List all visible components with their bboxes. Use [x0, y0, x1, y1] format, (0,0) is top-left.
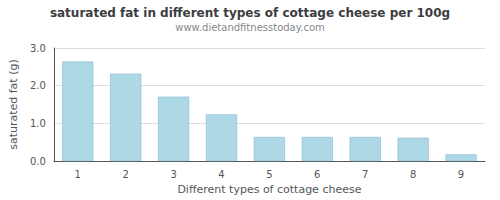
svg-text:1: 1 — [75, 169, 81, 180]
svg-text:saturated fat (g): saturated fat (g) — [7, 59, 20, 150]
svg-text:www.dietandfitnesstoday.com: www.dietandfitnesstoday.com — [175, 22, 324, 33]
svg-text:4: 4 — [218, 169, 224, 180]
svg-text:1.0: 1.0 — [30, 118, 46, 129]
svg-text:8: 8 — [410, 169, 416, 180]
svg-text:Different types of cottage che: Different types of cottage cheese — [177, 183, 361, 196]
svg-text:2.0: 2.0 — [30, 80, 46, 91]
svg-text:7: 7 — [362, 169, 368, 180]
svg-text:5: 5 — [266, 169, 272, 180]
svg-text:6: 6 — [314, 169, 320, 180]
svg-text:3.0: 3.0 — [30, 43, 46, 54]
svg-text:3: 3 — [170, 169, 176, 180]
svg-text:2: 2 — [122, 169, 128, 180]
svg-text:9: 9 — [458, 169, 464, 180]
svg-text:0.0: 0.0 — [30, 156, 46, 167]
svg-text:saturated fat in different typ: saturated fat in different types of cott… — [50, 6, 450, 20]
